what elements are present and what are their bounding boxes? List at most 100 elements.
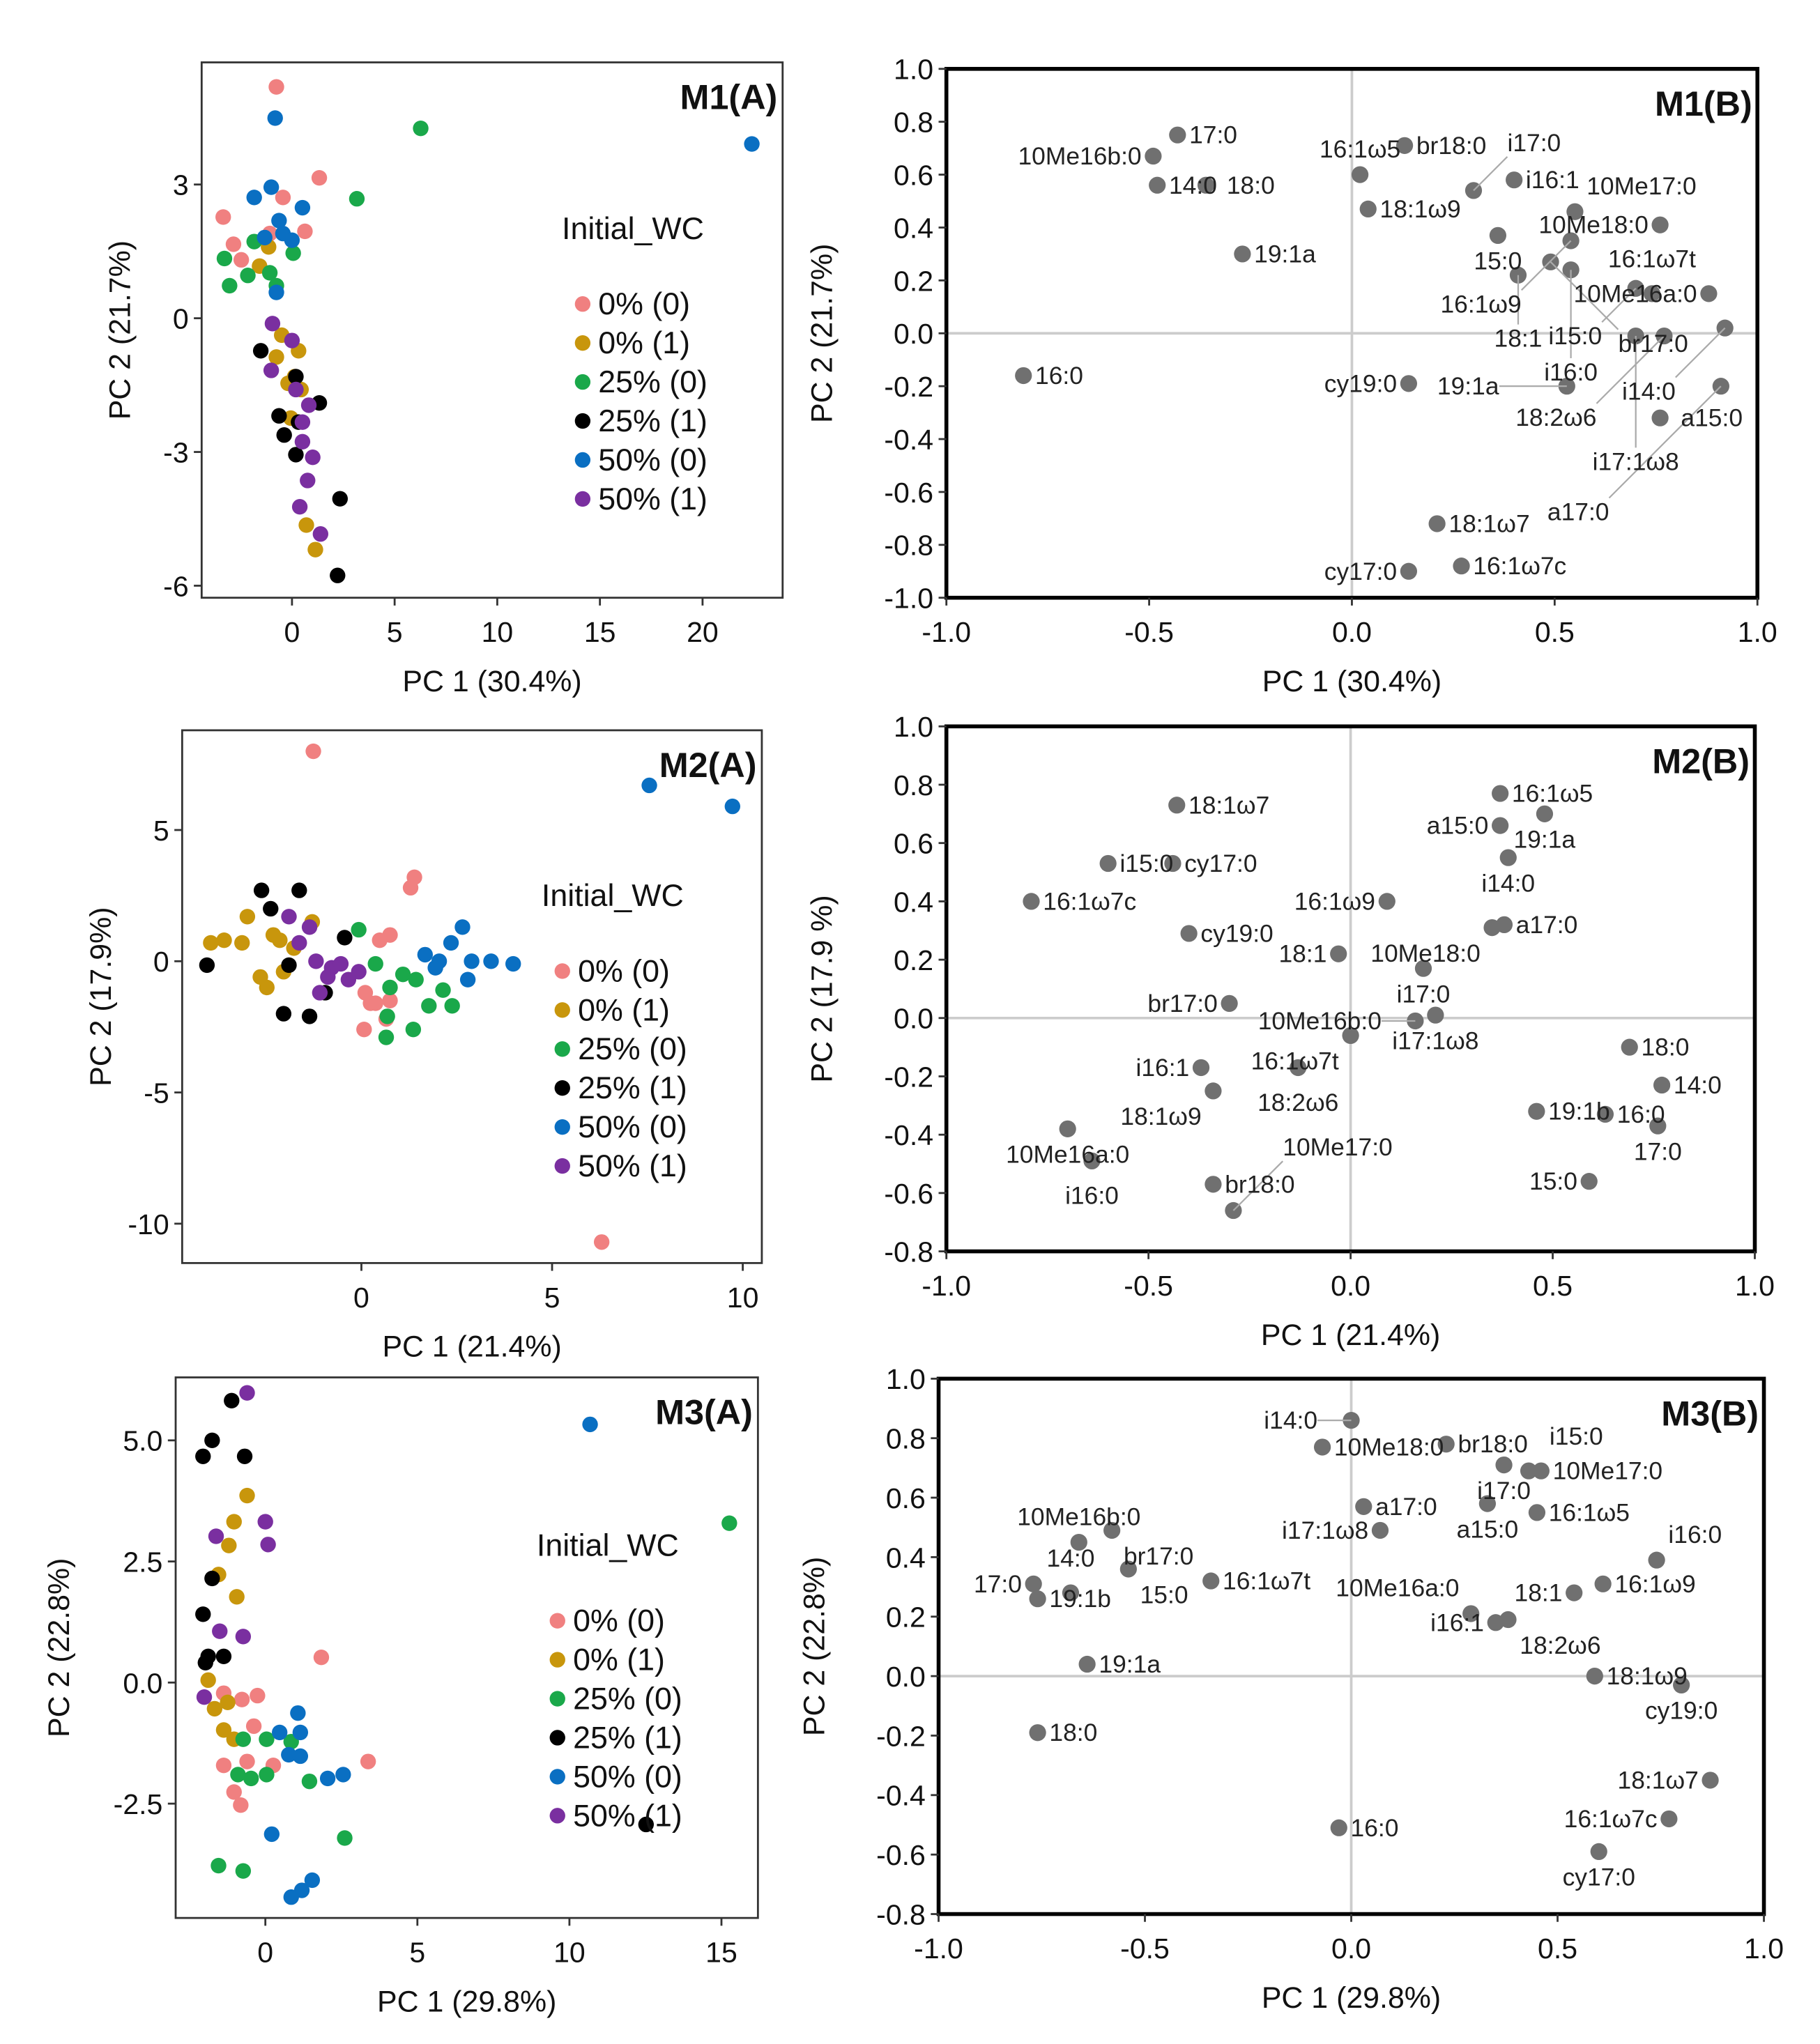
- loading-label: i17:0: [1477, 1477, 1531, 1505]
- loading-label: 10Me16b:0: [1017, 1503, 1140, 1530]
- loading-point: [1164, 854, 1182, 873]
- legend-marker: [549, 1691, 565, 1707]
- panel-title: M2(B): [1652, 741, 1750, 781]
- y-tick-label: 0: [173, 303, 189, 335]
- legend-title: Initial_WC: [542, 878, 684, 913]
- loading-label: br18:0: [1458, 1430, 1527, 1458]
- x-tick-label: 0.0: [1331, 1932, 1371, 1965]
- loading-point: [1478, 1495, 1497, 1512]
- loading-label: 16:1ω9: [1294, 887, 1375, 915]
- score-point: [222, 277, 238, 294]
- y-tick-label: -0.6: [884, 477, 933, 509]
- panel-title: M2(A): [659, 745, 757, 785]
- y-tick-label: 0.6: [894, 828, 933, 860]
- score-point: [294, 433, 311, 450]
- y-tick-label: 2.5: [123, 1546, 162, 1578]
- score-point: [281, 957, 297, 974]
- score-point: [641, 777, 657, 794]
- x-axis-label: PC 1 (21.4%): [1261, 1319, 1440, 1352]
- loading-point: [1566, 1584, 1583, 1601]
- loading-point: [1351, 166, 1369, 183]
- legend-entry: 25% (1): [598, 404, 708, 438]
- score-point: [332, 955, 349, 972]
- score-point: [239, 1753, 255, 1769]
- loading-point: [1621, 1038, 1638, 1056]
- score-point: [234, 935, 250, 951]
- loading-label: 10Me17:0: [1283, 1133, 1392, 1161]
- score-point: [367, 955, 383, 972]
- panel-m2b: -1.0 -0.5 0.0 0.5 1.0 1.0 0.8 0.6 0.4 0.2 0.0 -0.2 -…: [806, 711, 1775, 1352]
- score-point: [263, 362, 280, 378]
- score-point: [288, 447, 304, 463]
- legend-entry: 0% (1): [578, 992, 670, 1027]
- loading-label: 16:1ω5: [1512, 780, 1593, 808]
- loading-label: a15:0: [1457, 1515, 1519, 1543]
- score-point: [221, 1537, 237, 1553]
- legend-marker: [549, 1613, 565, 1629]
- x-tick-label: -1.0: [922, 616, 971, 648]
- x-tick-label: 1.0: [1735, 1270, 1775, 1302]
- score-point: [307, 541, 323, 558]
- leader-lines: [1232, 1020, 1416, 1211]
- loading-label: i17:0: [1397, 980, 1451, 1008]
- score-point: [197, 1654, 213, 1671]
- score-point: [356, 1022, 372, 1038]
- loading-label: i16:1: [1430, 1608, 1484, 1636]
- score-point: [281, 1746, 297, 1763]
- loading-label: 18:1ω7: [1188, 791, 1269, 819]
- loading-label: a15:0: [1681, 404, 1743, 432]
- score-point: [268, 284, 284, 300]
- loading-label: 16:1ω9: [1441, 290, 1522, 318]
- score-point: [235, 1629, 252, 1645]
- loading-point: [1660, 1810, 1678, 1828]
- loading-point: [1221, 994, 1238, 1012]
- loading-point: [1651, 216, 1669, 233]
- score-point: [234, 1691, 250, 1707]
- score-point: [200, 1672, 216, 1689]
- loading-label: 10Me18:0: [1334, 1433, 1444, 1461]
- loading-label: 10Me16a:0: [1006, 1141, 1129, 1169]
- loading-point: [1532, 1462, 1550, 1480]
- loading-point: [1566, 203, 1584, 220]
- loading-point: [1234, 245, 1251, 263]
- y-tick-label: 1.0: [894, 54, 933, 86]
- y-tick-label: -0.4: [884, 1119, 933, 1151]
- x-tick-label: -1.0: [922, 1270, 971, 1302]
- score-point: [257, 229, 273, 246]
- loading-label: 10Me16b:0: [1018, 142, 1141, 170]
- legend-entry: 25% (0): [598, 364, 708, 399]
- loading-point: [1437, 1436, 1455, 1453]
- loading-point: [1462, 1605, 1480, 1622]
- score-point: [260, 1537, 276, 1553]
- loading-point: [1290, 1059, 1307, 1077]
- loading-label: 18:0: [1641, 1033, 1689, 1061]
- loading-label: 19:1a: [1099, 1650, 1161, 1678]
- score-point: [284, 232, 300, 248]
- score-point: [402, 879, 419, 896]
- score-point: [337, 930, 353, 946]
- score-point: [285, 245, 301, 261]
- loading-label: 15:0: [1474, 247, 1522, 275]
- loading-label: br18:0: [1416, 132, 1486, 160]
- score-point: [253, 882, 270, 898]
- y-tick-label: -0.4: [884, 424, 933, 456]
- loading-label: i16:0: [1065, 1182, 1119, 1210]
- loading-label: 10Me17:0: [1586, 172, 1696, 200]
- score-point: [292, 1748, 309, 1765]
- loading-point: [1428, 515, 1446, 532]
- loading-point: [1330, 945, 1347, 962]
- loading-label: i16:1: [1526, 166, 1580, 194]
- score-point: [288, 381, 304, 398]
- loading-label: 18:1ω9: [1607, 1662, 1688, 1690]
- x-axis-label: PC 1 (21.4%): [382, 1330, 561, 1364]
- loading-point: [1059, 1120, 1076, 1137]
- legend-title: Initial_WC: [562, 211, 704, 246]
- plot-frame: [181, 729, 763, 1264]
- loading-point: [1099, 854, 1117, 873]
- loading-point: [1414, 960, 1432, 977]
- x-tick-label: 1.0: [1744, 1932, 1784, 1965]
- loading-point: [1119, 1560, 1137, 1578]
- loading-point: [1653, 1076, 1671, 1094]
- score-point: [297, 223, 313, 240]
- score-point: [276, 427, 292, 443]
